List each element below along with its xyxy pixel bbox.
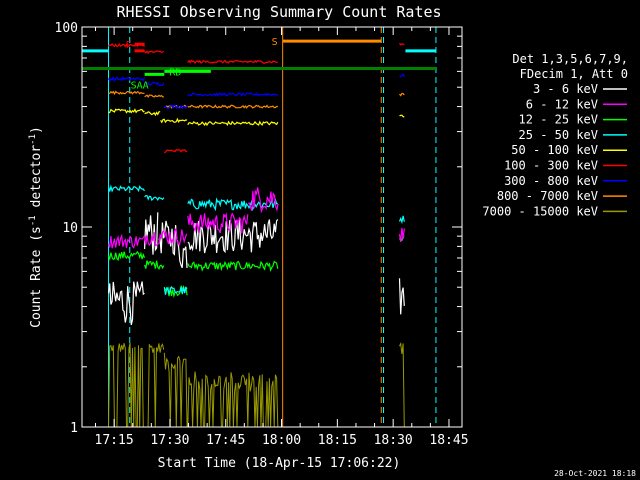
legend-entry-label: 3 - 6 keV bbox=[533, 82, 598, 96]
trace-segment bbox=[187, 59, 278, 65]
trace-segment bbox=[187, 219, 279, 254]
series-25-50-kev bbox=[107, 184, 405, 295]
trace-segment bbox=[176, 240, 188, 269]
flag-label-saa: SAA bbox=[131, 80, 149, 91]
flag-label-f: F bbox=[126, 40, 132, 51]
x-axis-label: Start Time (18-Apr-15 17:06:22) bbox=[158, 456, 401, 471]
trace-segment bbox=[144, 212, 159, 255]
legend-entry-label: 6 - 12 keV bbox=[526, 97, 598, 111]
x-tick-label: 18:15 bbox=[318, 433, 357, 448]
trace-segment bbox=[398, 227, 405, 242]
legend-header-detectors: Det 1,3,5,6,7,9, bbox=[512, 52, 628, 66]
trace-segment bbox=[107, 250, 146, 262]
y-axis-label: Count Rate (s-1 detector-1) bbox=[28, 126, 44, 328]
trace-segment bbox=[144, 260, 165, 270]
legend-entry-label: 800 - 7000 keV bbox=[497, 189, 598, 203]
y-tick-label: 10 bbox=[62, 221, 78, 236]
trace-segment bbox=[398, 278, 405, 315]
trace-segment bbox=[187, 260, 279, 273]
trace-segment bbox=[187, 92, 279, 97]
legend-entry-label: 100 - 300 keV bbox=[504, 159, 598, 173]
trace-segment bbox=[107, 281, 145, 326]
trace-segment bbox=[163, 104, 188, 110]
trace-segment bbox=[108, 90, 145, 96]
x-tick-label: 18:30 bbox=[374, 433, 413, 448]
trace-segment bbox=[398, 215, 405, 225]
trace-segment bbox=[247, 187, 279, 214]
x-tick-label: 18:45 bbox=[429, 433, 468, 448]
trace-segment bbox=[163, 352, 188, 427]
trace-segment bbox=[399, 73, 405, 78]
trace-segment bbox=[399, 114, 405, 118]
legend-header-decim: FDecim 1, Att 0 bbox=[520, 67, 628, 81]
trace-segment bbox=[187, 104, 278, 109]
trace-segment bbox=[399, 42, 405, 46]
chart-title: RHESSI Observing Summary Count Rates bbox=[116, 3, 441, 21]
trace-segment bbox=[108, 342, 165, 427]
trace-segment bbox=[187, 197, 278, 212]
series-300-800-kev bbox=[107, 73, 405, 110]
legend-entry-label: 12 - 25 keV bbox=[519, 113, 598, 127]
trace-segment bbox=[144, 81, 165, 87]
x-tick-label: 17:45 bbox=[206, 433, 245, 448]
legend-entry-label: 50 - 100 keV bbox=[511, 143, 598, 157]
trace-segment bbox=[144, 227, 188, 247]
x-tick-label: 17:15 bbox=[95, 433, 134, 448]
trace-segment bbox=[399, 341, 405, 427]
trace-segment bbox=[144, 194, 165, 202]
trace-segment bbox=[187, 371, 279, 427]
trace-segment bbox=[163, 285, 188, 295]
trace-segment bbox=[107, 184, 146, 193]
y-tick-label: 100 bbox=[55, 21, 78, 36]
flag-label-rd: RD bbox=[169, 67, 181, 78]
trace-segment bbox=[187, 212, 249, 234]
trace-segment bbox=[107, 233, 146, 249]
trace-segment bbox=[108, 108, 145, 114]
trace-segment bbox=[164, 148, 188, 154]
x-tick-label: 17:30 bbox=[150, 433, 189, 448]
timestamp: 28-Oct-2021 18:18 bbox=[554, 469, 636, 478]
trace-segment bbox=[144, 111, 161, 117]
trace-segment bbox=[160, 117, 188, 124]
legend-entry-label: 25 - 50 keV bbox=[519, 128, 598, 142]
trace-segment bbox=[187, 120, 279, 127]
series-7000-15000-kev bbox=[108, 341, 405, 427]
trace-segment bbox=[107, 76, 146, 83]
legend: Det 1,3,5,6,7,9, FDecim 1, Att 0 3 - 6 k… bbox=[482, 52, 628, 218]
legend-entry-label: 7000 - 15000 keV bbox=[482, 204, 598, 218]
trace-segment bbox=[144, 50, 165, 55]
legend-entry-label: 300 - 800 keV bbox=[504, 174, 598, 188]
flag-label-s: S bbox=[272, 37, 278, 48]
y-tick-label: 1 bbox=[70, 421, 78, 436]
series-6-12-kev bbox=[107, 187, 405, 249]
trace-segment bbox=[144, 94, 165, 98]
trace-segment bbox=[399, 92, 405, 97]
x-tick-label: 18:00 bbox=[262, 433, 301, 448]
series-50-100-kev bbox=[108, 108, 405, 127]
